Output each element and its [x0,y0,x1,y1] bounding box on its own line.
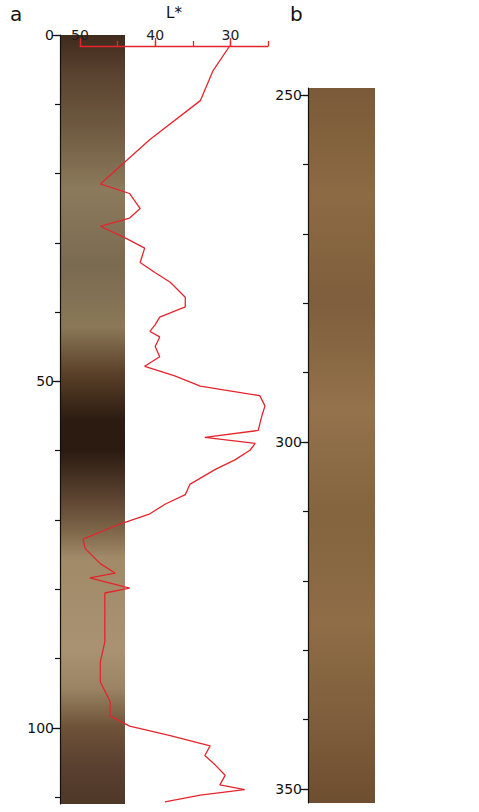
svg-text:50: 50 [71,27,89,43]
svg-text:0: 0 [45,27,54,43]
svg-text:30: 30 [221,27,239,43]
svg-text:L*: L* [166,4,182,22]
svg-text:100: 100 [27,720,54,736]
svg-text:250: 250 [275,87,302,103]
svg-text:300: 300 [275,434,302,450]
svg-text:a: a [10,2,22,26]
svg-text:50: 50 [36,373,54,389]
svg-text:b: b [290,2,303,26]
svg-text:40: 40 [146,27,164,43]
svg-text:350: 350 [275,781,302,797]
